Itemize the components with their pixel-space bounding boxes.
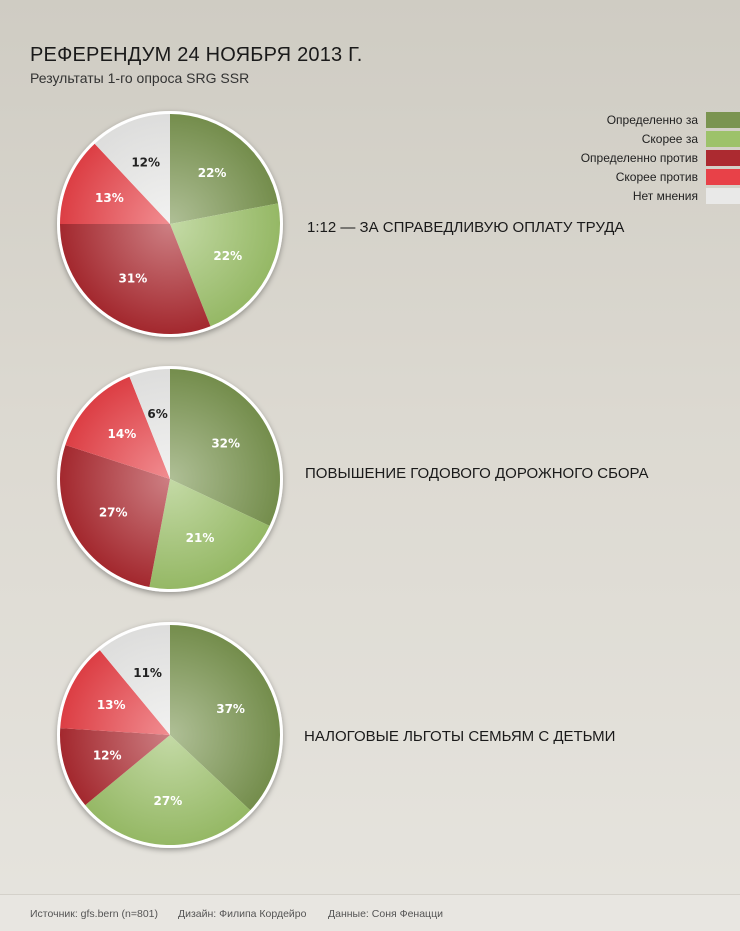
slice-value-label: 22% xyxy=(198,166,227,180)
pie-chart-3: 37% 27% 12% 13% 11% xyxy=(57,622,283,848)
legend-item: Определенно за xyxy=(480,112,740,128)
pie-chart-title: 1:12 — ЗА СПРАВЕДЛИВУЮ ОПЛАТУ ТРУДА xyxy=(307,219,625,236)
legend-swatch xyxy=(706,131,740,147)
legend-swatch xyxy=(706,169,740,185)
footer-source: Источник: gfs.bern (n=801) xyxy=(30,908,158,920)
footer-data: Данные: Соня Фенацци xyxy=(328,908,443,920)
legend-item: Определенно против xyxy=(480,150,740,166)
legend-label: Скорее против xyxy=(615,170,698,184)
legend: Определенно за Скорее за Определенно проти… xyxy=(480,112,740,207)
slice-value-label: 37% xyxy=(216,702,245,716)
legend-label: Скорее за xyxy=(641,132,698,146)
slice-value-label: 22% xyxy=(213,249,242,263)
pie-slice xyxy=(65,376,170,479)
slice-value-label: 11% xyxy=(133,666,162,680)
slice-value-label: 21% xyxy=(186,531,215,545)
pie-slice xyxy=(170,369,281,526)
slice-value-label: 13% xyxy=(97,698,126,712)
legend-item: Нет мнения xyxy=(480,188,740,204)
legend-swatch xyxy=(706,150,740,166)
legend-item: Скорее за xyxy=(480,131,740,147)
page-subtitle: Результаты 1-го опроса SRG SSR xyxy=(30,70,250,86)
pie-slice xyxy=(170,114,279,224)
pie-slice xyxy=(99,625,170,735)
slice-value-label: 27% xyxy=(154,794,183,808)
legend-label: Определенно против xyxy=(580,151,698,165)
slice-value-label: 14% xyxy=(108,427,137,441)
pie-slice xyxy=(170,203,280,327)
slice-value-label: 31% xyxy=(119,272,148,286)
legend-label: Определенно за xyxy=(606,113,698,127)
legend-swatch xyxy=(706,188,740,204)
charts-area: 22% 22% 31% 13% 12% 32% 21% 27% 14% 6% 37% 27% 12% 13… xyxy=(57,111,649,848)
pie-slice xyxy=(59,224,211,335)
pie-slice xyxy=(129,369,170,479)
pie-slice xyxy=(59,445,170,588)
footer-design: Дизайн: Филипа Кордейро xyxy=(178,908,307,920)
pie-charts-svg: 22% 22% 31% 13% 12% 32% 21% 27% 14% 6% 37% 27% 12% 13… xyxy=(57,111,283,848)
slice-value-label: 27% xyxy=(99,506,128,520)
pie-chart-1: 22% 22% 31% 13% 12% xyxy=(57,111,283,337)
legend-label: Нет мнения xyxy=(632,189,698,203)
pie-slice xyxy=(60,650,170,735)
slice-value-label: 32% xyxy=(211,437,240,451)
slice-value-label: 6% xyxy=(147,407,167,421)
pie-chart-title: НАЛОГОВЫЕ ЛЬГОТЫ СЕМЬЯМ С ДЕТЬМИ xyxy=(304,728,616,745)
slice-value-label: 13% xyxy=(95,191,124,205)
footer: Источник: gfs.bern (n=801) Дизайн: Филип… xyxy=(0,894,740,931)
pie-slice xyxy=(170,625,281,811)
pie-slice xyxy=(60,143,170,224)
pie-slice xyxy=(85,735,251,846)
legend-swatch xyxy=(706,112,740,128)
legend-item: Скорее против xyxy=(480,169,740,185)
pie-chart-title: ПОВЫШЕНИЕ ГОДОВОГО ДОРОЖНОГО СБОРА xyxy=(305,465,649,482)
pie-slice xyxy=(149,479,270,589)
pie-slice xyxy=(94,114,170,224)
slice-value-label: 12% xyxy=(93,748,122,762)
slice-value-label: 12% xyxy=(131,156,160,170)
pie-slice xyxy=(60,728,170,806)
page-title: РЕФЕРЕНДУМ 24 НОЯБРЯ 2013 Г. xyxy=(30,44,363,66)
pie-chart-2: 32% 21% 27% 14% 6% xyxy=(57,366,283,592)
